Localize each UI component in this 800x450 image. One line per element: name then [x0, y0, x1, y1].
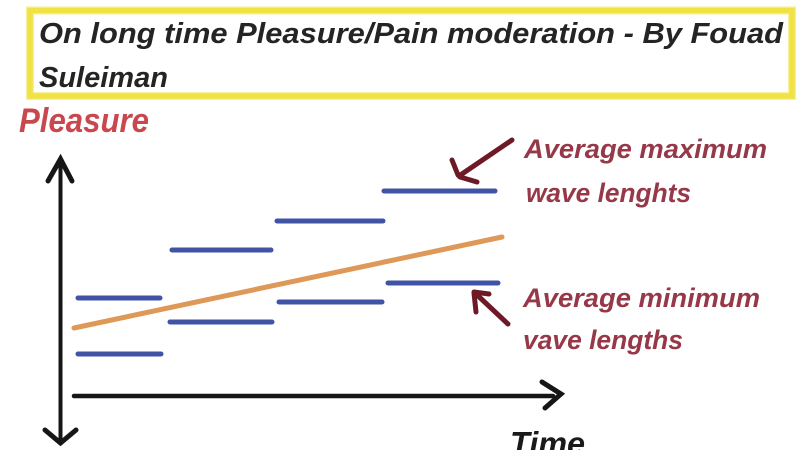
svg-text:Suleiman: Suleiman: [39, 62, 168, 94]
svg-text:On long time Pleasure/Pain mod: On long time Pleasure/Pain moderation - …: [39, 18, 784, 50]
svg-text:Pleasure: Pleasure: [19, 102, 149, 140]
svg-text:Average minimum: Average minimum: [522, 283, 760, 313]
svg-text:Time: Time: [510, 425, 585, 450]
svg-text:vave lengths: vave lengths: [523, 325, 683, 355]
svg-text:Average maximum: Average maximum: [523, 134, 767, 164]
svg-text:wave lenghts: wave lenghts: [526, 178, 691, 208]
